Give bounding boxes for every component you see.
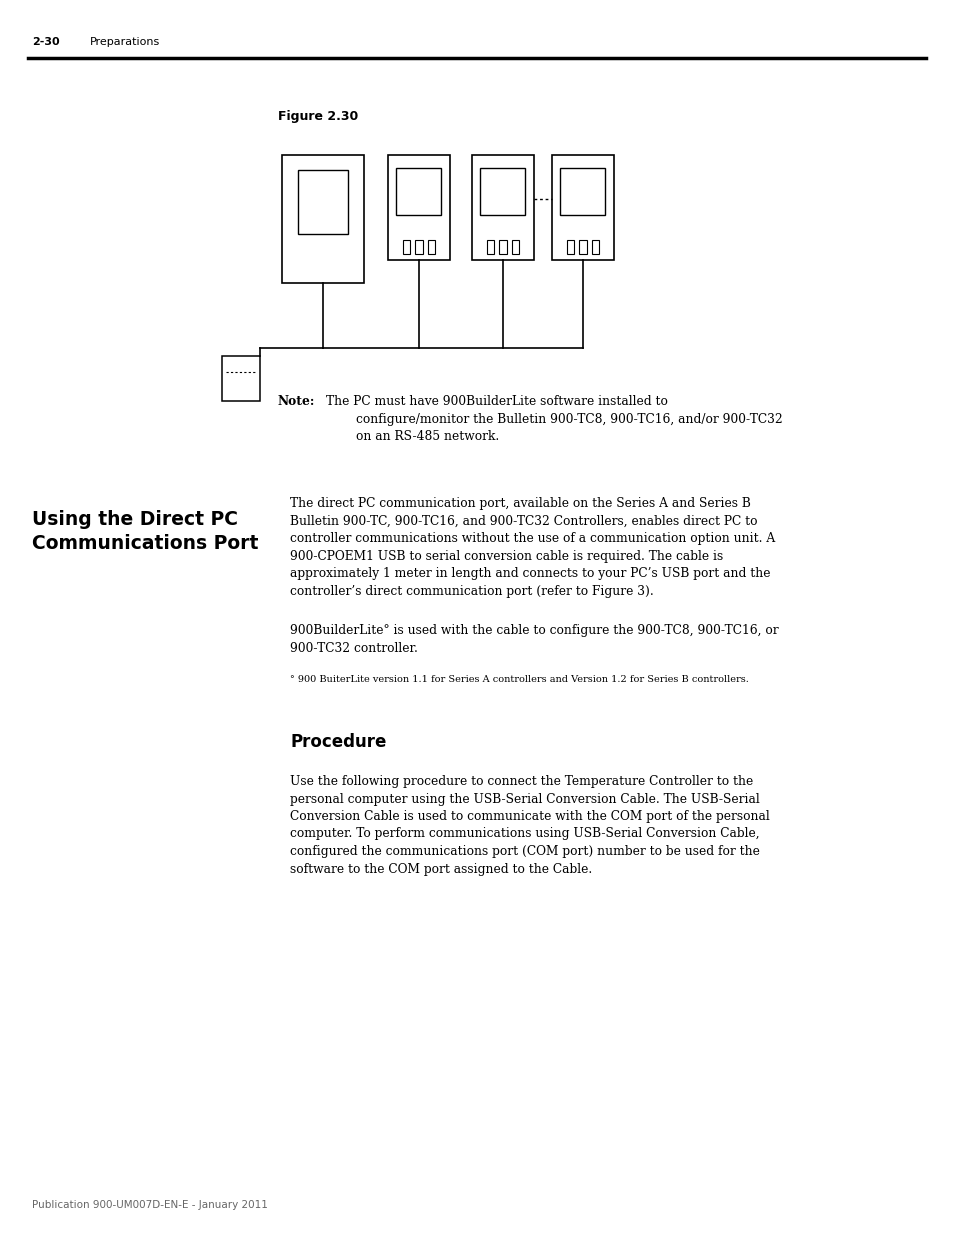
Bar — [222, 356, 260, 401]
Bar — [472, 156, 534, 261]
Text: Bulletin 900-TC, 900-TC16, and 900-TC32 Controllers, enables direct PC to: Bulletin 900-TC, 900-TC16, and 900-TC32 … — [290, 515, 757, 527]
Text: approximately 1 meter in length and connects to your PC’s USB port and the: approximately 1 meter in length and conn… — [290, 567, 770, 580]
Text: ° 900 BuiterLite version 1.1 for Series A controllers and Version 1.2 for Series: ° 900 BuiterLite version 1.1 for Series … — [290, 676, 748, 684]
Bar — [282, 156, 364, 283]
Text: personal computer using the USB-Serial Conversion Cable. The USB-Serial: personal computer using the USB-Serial C… — [290, 793, 759, 805]
Bar — [591, 240, 598, 253]
Text: The PC must have 900BuilderLite software installed to: The PC must have 900BuilderLite software… — [326, 395, 667, 408]
Text: Figure 2.30: Figure 2.30 — [277, 110, 358, 124]
Text: 900-CPOEM1 USB to serial conversion cable is required. The cable is: 900-CPOEM1 USB to serial conversion cabl… — [290, 550, 722, 562]
Bar — [559, 168, 604, 215]
Bar — [479, 168, 524, 215]
Text: controller communications without the use of a communication option unit. A: controller communications without the us… — [290, 532, 775, 545]
Text: Note:: Note: — [277, 395, 315, 408]
Text: Use the following procedure to connect the Temperature Controller to the: Use the following procedure to connect t… — [290, 776, 753, 788]
Bar — [427, 240, 435, 253]
Bar — [566, 240, 574, 253]
Text: Using the Direct PC
Communications Port: Using the Direct PC Communications Port — [32, 510, 258, 552]
Bar — [578, 240, 586, 253]
Text: Publication 900-UM007D-EN-E - January 2011: Publication 900-UM007D-EN-E - January 20… — [32, 1200, 268, 1210]
Bar — [552, 156, 614, 261]
Bar — [511, 240, 518, 253]
Text: controller’s direct communication port (refer to Figure 3).: controller’s direct communication port (… — [290, 584, 653, 598]
Text: Procedure: Procedure — [290, 734, 386, 751]
Text: configure/monitor the Bulletin 900-TC8, 900-TC16, and/or 900-TC32: configure/monitor the Bulletin 900-TC8, … — [355, 412, 781, 426]
Text: Preparations: Preparations — [90, 37, 160, 47]
Text: The direct PC communication port, available on the Series A and Series B: The direct PC communication port, availa… — [290, 496, 750, 510]
Bar — [402, 240, 410, 253]
Bar — [486, 240, 494, 253]
Text: 2-30: 2-30 — [32, 37, 59, 47]
Bar — [415, 240, 422, 253]
Bar — [498, 240, 506, 253]
Bar — [388, 156, 450, 261]
Text: Conversion Cable is used to communicate with the COM port of the personal: Conversion Cable is used to communicate … — [290, 810, 769, 823]
Text: on an RS-485 network.: on an RS-485 network. — [355, 430, 498, 443]
Text: computer. To perform communications using USB-Serial Conversion Cable,: computer. To perform communications usin… — [290, 827, 759, 841]
Bar — [297, 170, 348, 235]
Text: 900BuilderLite° is used with the cable to configure the 900-TC8, 900-TC16, or: 900BuilderLite° is used with the cable t… — [290, 624, 778, 637]
Text: configured the communications port (COM port) number to be used for the: configured the communications port (COM … — [290, 845, 760, 858]
Bar — [395, 168, 440, 215]
Text: software to the COM port assigned to the Cable.: software to the COM port assigned to the… — [290, 862, 592, 876]
Text: 900-TC32 controller.: 900-TC32 controller. — [290, 641, 417, 655]
